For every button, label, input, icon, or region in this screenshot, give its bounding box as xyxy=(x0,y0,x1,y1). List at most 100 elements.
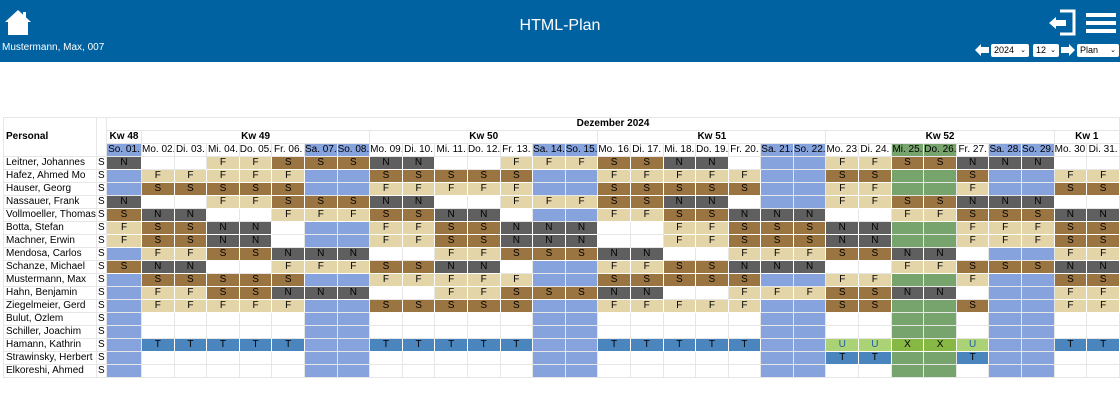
view-select[interactable]: Plan ⌄ xyxy=(1077,43,1119,57)
employee-name[interactable]: Mustermann, Max xyxy=(3,273,97,287)
shift-cell-S[interactable]: S xyxy=(434,221,468,235)
shift-cell-empty[interactable] xyxy=(564,169,599,183)
shift-cell-S[interactable]: S xyxy=(988,260,1023,274)
shift-cell-N[interactable]: N xyxy=(597,247,631,261)
shift-cell-F[interactable]: F xyxy=(597,208,631,222)
shift-cell-S[interactable]: S xyxy=(532,247,566,261)
shift-cell-empty[interactable] xyxy=(336,338,371,352)
shift-cell-empty[interactable] xyxy=(532,182,566,196)
shift-cell-X[interactable]: X xyxy=(890,338,925,352)
shift-cell-N[interactable]: N xyxy=(760,260,794,274)
shift-cell-empty[interactable] xyxy=(792,312,827,326)
shift-cell-N[interactable]: N xyxy=(532,221,566,235)
shift-cell-empty[interactable] xyxy=(303,325,338,339)
shift-cell-empty[interactable] xyxy=(1021,182,1055,196)
shift-cell-F[interactable]: F xyxy=(695,234,729,248)
shift-cell-empty[interactable] xyxy=(336,273,371,287)
shift-cell-N[interactable]: N xyxy=(173,208,208,222)
shift-cell-S[interactable]: S xyxy=(597,273,631,287)
shift-cell-empty[interactable] xyxy=(303,182,338,196)
shift-cell-empty[interactable] xyxy=(988,247,1023,261)
shift-cell-S[interactable]: S xyxy=(564,247,599,261)
shift-cell-F[interactable]: F xyxy=(106,234,142,248)
shift-cell-S[interactable]: S xyxy=(466,221,501,235)
shift-cell-empty[interactable] xyxy=(532,325,566,339)
shift-cell-empty[interactable] xyxy=(106,338,142,352)
shift-cell-F[interactable]: F xyxy=(106,221,142,235)
shift-cell-S[interactable]: S xyxy=(858,299,892,313)
shift-cell-empty[interactable] xyxy=(890,312,925,326)
shift-cell-F[interactable]: F xyxy=(1053,299,1088,313)
shift-cell-F[interactable]: F xyxy=(303,260,338,274)
shift-cell-S[interactable]: S xyxy=(695,260,729,274)
shift-cell-N[interactable]: N xyxy=(1086,208,1120,222)
shift-cell-empty[interactable] xyxy=(106,299,142,313)
shift-cell-S[interactable]: S xyxy=(727,234,762,248)
shift-cell-S[interactable]: S xyxy=(825,169,860,183)
shift-cell-empty[interactable] xyxy=(336,182,371,196)
shift-cell-empty[interactable] xyxy=(141,195,175,209)
shift-cell-N[interactable]: N xyxy=(564,234,599,248)
shift-cell-empty[interactable] xyxy=(434,325,468,339)
shift-cell-S[interactable]: S xyxy=(564,286,599,300)
shift-cell-empty[interactable] xyxy=(890,234,925,248)
shift-cell-F[interactable]: F xyxy=(173,169,208,183)
shift-cell-F[interactable]: F xyxy=(141,247,175,261)
shift-cell-S[interactable]: S xyxy=(1053,221,1088,235)
shift-cell-empty[interactable] xyxy=(434,312,468,326)
shift-cell-F[interactable]: F xyxy=(369,182,403,196)
shift-cell-empty[interactable] xyxy=(564,299,599,313)
shift-cell-N[interactable]: N xyxy=(434,260,468,274)
shift-cell-empty[interactable] xyxy=(401,364,436,378)
shift-cell-empty[interactable] xyxy=(1021,273,1055,287)
shift-cell-T[interactable]: T xyxy=(858,351,892,365)
shift-cell-empty[interactable] xyxy=(1021,286,1055,300)
shift-cell-F[interactable]: F xyxy=(141,169,175,183)
shift-cell-S[interactable]: S xyxy=(466,169,501,183)
shift-cell-S[interactable]: S xyxy=(271,273,305,287)
shift-cell-S[interactable]: S xyxy=(1053,273,1088,287)
shift-cell-empty[interactable] xyxy=(369,325,403,339)
shift-cell-F[interactable]: F xyxy=(173,299,208,313)
shift-cell-S[interactable]: S xyxy=(695,182,729,196)
shift-cell-empty[interactable] xyxy=(303,351,338,365)
shift-cell-N[interactable]: N xyxy=(173,260,208,274)
shift-cell-F[interactable]: F xyxy=(238,195,273,209)
shift-cell-S[interactable]: S xyxy=(1021,260,1055,274)
employee-name[interactable]: Hafez, Ahmed Mo xyxy=(3,169,97,183)
shift-cell-empty[interactable] xyxy=(695,364,729,378)
shift-cell-N[interactable]: N xyxy=(303,247,338,261)
shift-cell-N[interactable]: N xyxy=(792,208,827,222)
shift-cell-S[interactable]: S xyxy=(238,182,273,196)
shift-cell-empty[interactable] xyxy=(1086,351,1120,365)
shift-cell-empty[interactable] xyxy=(1053,312,1088,326)
shift-cell-empty[interactable] xyxy=(695,247,729,261)
shift-cell-S[interactable]: S xyxy=(434,234,468,248)
shift-cell-empty[interactable] xyxy=(173,312,208,326)
shift-cell-empty[interactable] xyxy=(466,312,501,326)
shift-cell-empty[interactable] xyxy=(564,182,599,196)
shift-cell-S[interactable]: S xyxy=(401,299,436,313)
shift-cell-empty[interactable] xyxy=(532,312,566,326)
shift-cell-empty[interactable] xyxy=(1086,195,1120,209)
shift-cell-F[interactable]: F xyxy=(955,234,990,248)
shift-cell-S[interactable]: S xyxy=(499,247,534,261)
shift-cell-empty[interactable] xyxy=(629,312,664,326)
shift-cell-F[interactable]: F xyxy=(695,169,729,183)
shift-cell-empty[interactable] xyxy=(106,351,142,365)
shift-cell-empty[interactable] xyxy=(923,182,957,196)
shift-cell-F[interactable]: F xyxy=(662,221,697,235)
shift-cell-empty[interactable] xyxy=(466,351,501,365)
shift-cell-empty[interactable] xyxy=(499,260,534,274)
shift-cell-S[interactable]: S xyxy=(369,169,403,183)
shift-cell-empty[interactable] xyxy=(792,364,827,378)
shift-cell-S[interactable]: S xyxy=(106,208,142,222)
shift-cell-empty[interactable] xyxy=(988,286,1023,300)
shift-cell-empty[interactable] xyxy=(369,364,403,378)
shift-cell-empty[interactable] xyxy=(206,260,240,274)
employee-name[interactable]: Nassauer, Frank xyxy=(3,195,97,209)
shift-cell-T[interactable]: T xyxy=(955,351,990,365)
shift-cell-F[interactable]: F xyxy=(271,169,305,183)
shift-cell-empty[interactable] xyxy=(564,364,599,378)
shift-cell-empty[interactable] xyxy=(106,247,142,261)
